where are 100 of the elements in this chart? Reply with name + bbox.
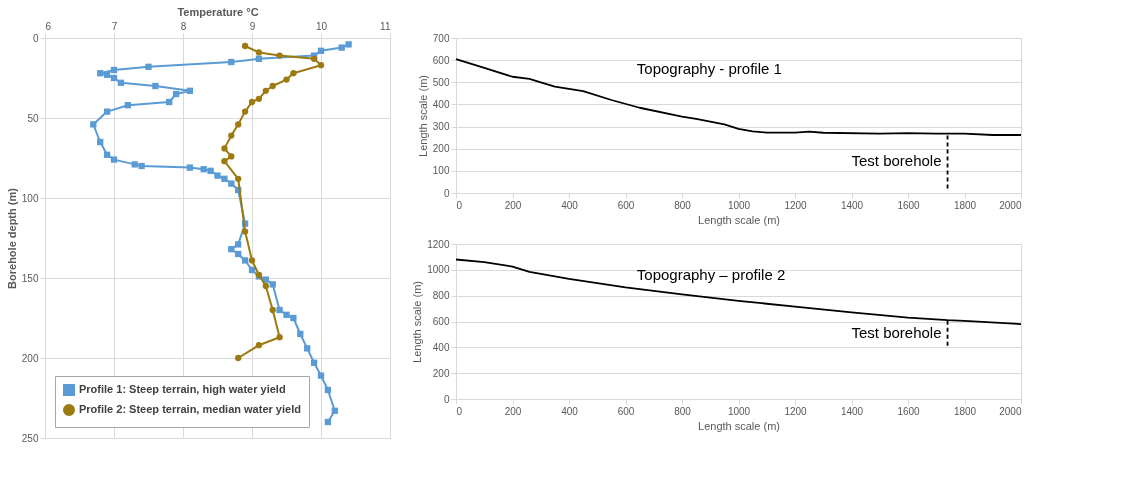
y-tick-label: 1200	[427, 238, 450, 250]
point	[145, 63, 152, 70]
point	[228, 58, 235, 66]
x-tick-label: 9	[249, 20, 256, 32]
y-tick-label: 800	[432, 290, 450, 302]
point	[248, 257, 256, 264]
y-tick-label: 500	[432, 76, 450, 88]
point	[228, 153, 235, 160]
x-tick-label: 600	[617, 405, 635, 417]
point	[262, 282, 269, 290]
y-tick-label: 150	[21, 272, 39, 284]
point	[90, 121, 97, 128]
point	[152, 82, 159, 90]
point	[255, 342, 263, 349]
point	[317, 372, 325, 379]
annotation: Test borehole	[851, 152, 942, 170]
point	[255, 49, 263, 56]
point	[124, 102, 131, 109]
y-tick-label: 0	[443, 393, 450, 405]
y-tick-label: 250	[21, 432, 39, 444]
point	[241, 42, 249, 50]
y-axis-title: Length scale (m)	[411, 281, 424, 363]
point	[269, 306, 276, 314]
point	[97, 138, 104, 146]
y-tick-label: 1000	[427, 264, 450, 276]
y-tick-label: 50	[27, 112, 39, 124]
point	[304, 345, 311, 352]
x-tick-label: 600	[617, 199, 635, 211]
point	[207, 167, 214, 174]
point	[290, 314, 297, 322]
point	[228, 180, 235, 187]
point	[331, 407, 338, 414]
y-tick-label: 700	[432, 32, 450, 44]
point	[110, 156, 118, 163]
point	[345, 41, 352, 48]
x-tick-label: 1800	[953, 199, 977, 211]
x-tick-label: 1400	[840, 199, 864, 211]
y-tick-label: 300	[432, 121, 450, 133]
point	[221, 175, 228, 182]
point	[97, 70, 104, 77]
x-tick-label: 800	[674, 405, 692, 417]
x-tick-label: 400	[561, 199, 579, 211]
point	[221, 145, 228, 152]
point	[235, 354, 242, 362]
x-tick-label: 1000	[727, 199, 751, 211]
x-tick-label: 1000	[727, 405, 751, 417]
x-tick-label: 1200	[784, 405, 808, 417]
y-tick-label: 0	[32, 32, 39, 44]
point	[255, 95, 263, 102]
point	[241, 257, 249, 264]
point	[138, 162, 145, 170]
x-axis-title: Length scale (m)	[698, 213, 780, 226]
x-tick-label: 1200	[784, 199, 808, 211]
x-tick-label: 1400	[840, 405, 864, 417]
point	[283, 311, 290, 318]
x-tick-label: 1600	[897, 405, 921, 417]
point	[235, 121, 242, 128]
x-tick-label: 0	[456, 199, 463, 211]
y-tick-label: 600	[432, 54, 450, 66]
point	[186, 87, 194, 94]
point	[317, 47, 325, 54]
point	[276, 334, 283, 341]
point	[338, 44, 345, 51]
point	[235, 175, 242, 182]
y-axis-title: Length scale (m)	[416, 75, 429, 157]
point	[131, 161, 138, 168]
x-tick-label: 800	[674, 199, 692, 211]
point	[310, 359, 318, 366]
y-tick-label: 400	[432, 98, 450, 110]
y-axis-title: Borehole depth (m)	[5, 187, 18, 289]
y-tick-label: 200	[432, 143, 450, 155]
point	[269, 82, 276, 90]
point	[276, 306, 283, 314]
point	[276, 52, 283, 59]
x-tick-label: 2000	[999, 199, 1022, 211]
point	[166, 98, 173, 106]
y-tick-label: 200	[432, 367, 450, 379]
x-tick-label: 400	[561, 405, 579, 417]
point	[269, 281, 276, 288]
point	[262, 87, 269, 94]
point	[290, 70, 297, 77]
point	[110, 66, 118, 74]
point	[103, 71, 111, 78]
x-axis-title: Temperature °C	[177, 5, 259, 18]
point	[186, 164, 194, 171]
y-tick-label: 600	[432, 316, 450, 327]
x-tick-label: 200	[504, 199, 522, 211]
x-tick-label: 10	[315, 20, 328, 32]
point	[117, 79, 125, 86]
y-tick-label: 100	[21, 192, 39, 204]
point	[324, 418, 332, 426]
point	[255, 55, 263, 62]
x-tick-label: 7	[111, 20, 118, 32]
y-tick-label: 200	[21, 352, 39, 364]
point	[172, 90, 180, 98]
x-tick-label: 200	[504, 405, 522, 417]
point	[214, 172, 221, 179]
x-tick-label: 2000	[999, 405, 1022, 417]
annotation: Test borehole	[851, 324, 942, 341]
point	[283, 76, 290, 83]
